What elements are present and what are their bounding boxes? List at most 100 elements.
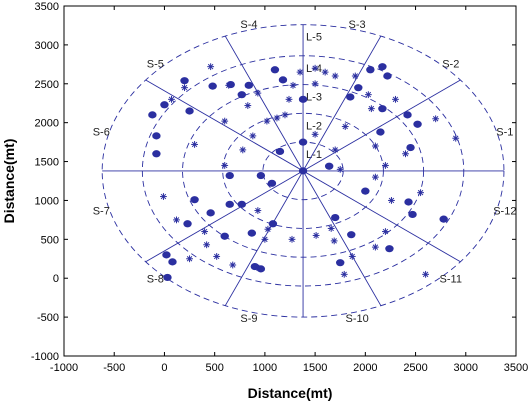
data-point-dot (413, 121, 421, 128)
data-point-star (312, 131, 319, 138)
sector-label: S-9 (240, 313, 257, 325)
data-point-dot (221, 233, 229, 240)
data-point-dot (378, 105, 386, 112)
ring-label: L-2 (306, 120, 322, 132)
data-point-star (221, 162, 228, 169)
data-point-dot (268, 180, 276, 187)
data-point-dot (299, 167, 307, 174)
data-point-star (402, 150, 409, 157)
data-point-dot (160, 101, 168, 108)
data-point-dot (403, 111, 411, 118)
ring-label: L-1 (306, 149, 322, 161)
data-point-dot (336, 259, 344, 266)
data-point-dot (162, 251, 170, 258)
x-tick-label: -1000 (50, 362, 78, 374)
y-tick-label: 0 (53, 273, 59, 285)
sector-label: S-8 (147, 274, 164, 286)
data-point-star (168, 96, 175, 103)
sector-label: S-3 (349, 19, 366, 31)
data-point-star (160, 193, 167, 200)
data-point-dot (248, 230, 256, 237)
sector-label: S-4 (240, 19, 257, 31)
data-point-star (342, 123, 349, 130)
x-tick-label: 0 (161, 362, 167, 374)
data-point-dot (226, 172, 234, 179)
data-point-star (239, 146, 246, 153)
data-point-star (331, 237, 338, 244)
data-point-dot (271, 66, 279, 73)
y-tick-label: 2000 (35, 118, 59, 130)
data-point-dot (238, 201, 246, 208)
data-point-dot (168, 258, 176, 265)
data-point-dot (354, 84, 362, 91)
data-point-star (265, 226, 272, 233)
data-point-dot (206, 209, 214, 216)
data-point-dot (347, 231, 355, 238)
data-point-dot (257, 172, 265, 179)
data-point-dot (226, 201, 234, 208)
data-point-star (289, 236, 296, 243)
data-point-dot (269, 220, 277, 227)
data-point-dot (185, 107, 193, 114)
sector-label: S-6 (93, 126, 110, 138)
y-tick-label: 3500 (35, 1, 59, 13)
x-tick-label: 2500 (403, 362, 427, 374)
data-point-star (225, 82, 232, 89)
data-point-dot (299, 139, 307, 146)
data-point-dot (404, 198, 412, 205)
data-point-star (181, 84, 188, 91)
sector-label: S-1 (496, 126, 513, 138)
y-tick-label: -1000 (31, 351, 59, 363)
sector-label: S-7 (93, 205, 110, 217)
x-tick-label: 3500 (504, 362, 528, 374)
sector-label: S-5 (147, 58, 164, 70)
data-point-star (207, 63, 214, 70)
data-point-dot (245, 82, 253, 89)
sector-label: S-10 (345, 313, 368, 325)
data-point-star (452, 135, 459, 142)
x-tick-label: -500 (103, 362, 125, 374)
data-point-dot (346, 93, 354, 100)
y-tick-label: 3000 (35, 40, 59, 52)
ring-label: L-3 (306, 92, 322, 104)
data-point-dot (208, 83, 216, 90)
x-tick-label: 1000 (253, 362, 277, 374)
x-axis-title: Distance(mt) (248, 385, 333, 401)
data-point-star (173, 216, 180, 223)
sector-label: S-2 (442, 58, 459, 70)
data-point-star (337, 166, 344, 173)
data-point-star (372, 143, 379, 150)
data-point-star (290, 82, 297, 89)
x-tick-label: 2000 (353, 362, 377, 374)
data-point-dot (376, 128, 384, 135)
data-point-star (191, 141, 198, 148)
data-point-dot (180, 77, 188, 84)
data-point-star (328, 225, 335, 232)
data-point-dot (152, 150, 160, 157)
data-point-star (221, 118, 228, 125)
data-point-star (312, 80, 319, 87)
data-point-star (229, 262, 236, 269)
data-point-dot (190, 196, 198, 203)
data-point-dot (378, 63, 386, 70)
y-tick-label: 1500 (35, 157, 59, 169)
data-point-star (372, 244, 379, 251)
data-point-dot (238, 91, 246, 98)
data-point-star (372, 174, 379, 181)
data-point-star (392, 96, 399, 103)
data-point-star (432, 115, 439, 122)
data-point-star (201, 228, 208, 235)
data-point-star (261, 236, 268, 243)
data-point-star (388, 197, 395, 204)
data-point-star (203, 241, 210, 248)
data-point-dot (325, 163, 333, 170)
data-point-star (249, 132, 256, 139)
data-point-star (312, 65, 319, 72)
data-point-star (282, 111, 289, 118)
data-point-dot (439, 216, 447, 223)
data-point-star (255, 265, 262, 272)
data-point-dot (148, 111, 156, 118)
y-tick-label: 2500 (35, 79, 59, 91)
data-point-dot (366, 66, 374, 73)
